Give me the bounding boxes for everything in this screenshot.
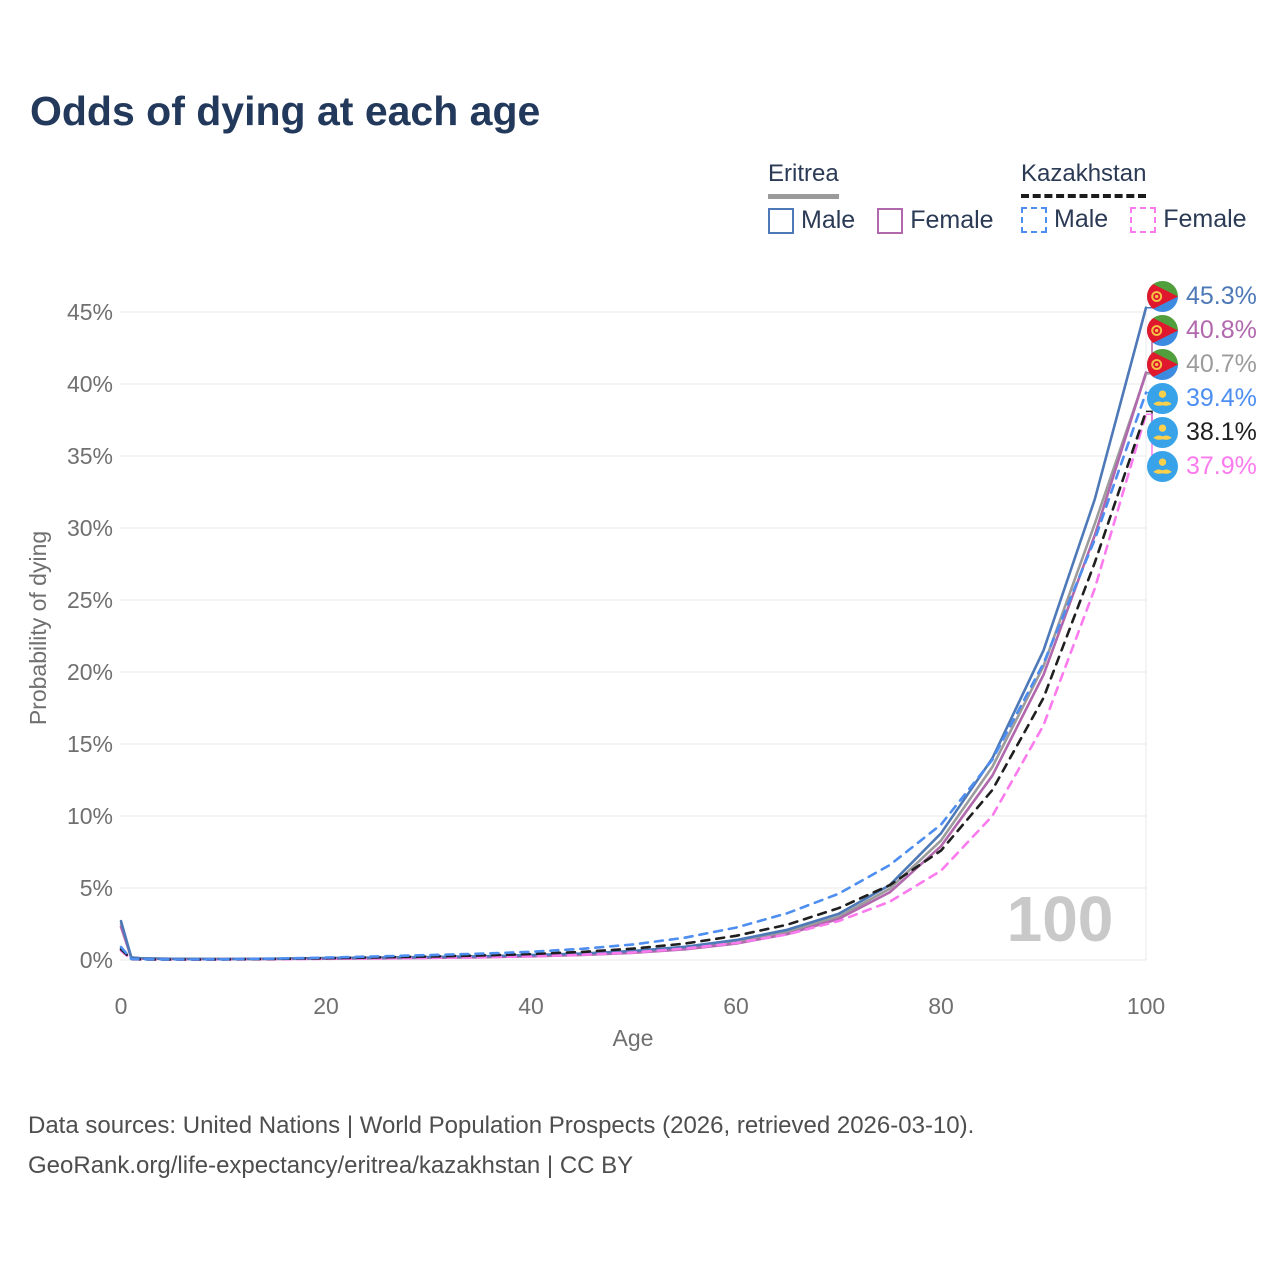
line-swatch-kazakhstan-female	[1130, 206, 1157, 233]
legend-item-kazakhstan-female[interactable]: Female	[1130, 205, 1247, 234]
y-tick-label: 35%	[67, 443, 113, 469]
line-swatch-eritrea-female	[877, 207, 904, 234]
x-tick-label: 80	[928, 993, 954, 1019]
footer-attribution: GeoRank.org/life-expectancy/eritrea/kaza…	[28, 1152, 634, 1179]
end-label-connector	[1146, 413, 1153, 467]
end-label-connector	[1146, 329, 1153, 374]
end-label-connectors	[1146, 295, 1153, 467]
legend-item-eritrea-female[interactable]: Female	[877, 206, 994, 235]
x-tick-label: 0	[115, 993, 128, 1019]
legend-item-label: Male	[1054, 205, 1109, 233]
y-tick-label: 25%	[67, 587, 113, 613]
series-line-eritrea-both-sexes	[119, 372, 1148, 961]
data-series-lines	[119, 306, 1148, 961]
series-line-kazakhstan-both-sexes	[119, 410, 1148, 961]
legend-item-label: Male	[801, 206, 856, 234]
x-tick-label: 60	[723, 993, 749, 1019]
x-tick-label: 40	[518, 993, 544, 1019]
line-swatch-kazakhstan-male	[1021, 206, 1047, 233]
legend-item-label: Female	[910, 206, 994, 234]
legend-group-title-eritrea: Eritrea	[768, 160, 839, 199]
y-tick-label: 5%	[80, 875, 113, 901]
series-line-kazakhstan-female	[119, 412, 1148, 961]
x-tick-label: 100	[1127, 993, 1165, 1019]
end-label-connector	[1146, 295, 1153, 309]
y-tick-label: 40%	[67, 371, 113, 397]
line-swatch-eritrea-male	[768, 207, 794, 234]
footer: Data sources: United Nations | World Pop…	[28, 1106, 974, 1186]
legend-item-eritrea-male[interactable]: Male	[768, 206, 855, 235]
legend-group-kazakhstan: Kazakhstan Male Female	[1021, 160, 1247, 234]
y-axis-title: Probability of dying	[25, 531, 51, 725]
y-tick-label: 45%	[67, 299, 113, 325]
y-tick-label: 0%	[80, 947, 113, 973]
legend-group-title-kazakhstan: Kazakhstan	[1021, 160, 1147, 198]
y-tick-label: 20%	[67, 659, 113, 685]
y-tick-label: 15%	[67, 731, 113, 757]
x-axis-title: Age	[613, 1025, 654, 1051]
legend-item-label: Female	[1163, 205, 1247, 233]
page-title: Odds of dying at each age	[30, 88, 541, 134]
legend-item-kazakhstan-male[interactable]: Male	[1021, 205, 1108, 234]
series-line-eritrea-female	[119, 371, 1148, 961]
gridlines	[120, 300, 1147, 961]
y-tick-label: 10%	[67, 803, 113, 829]
footer-data-sources: Data sources: United Nations | World Pop…	[28, 1112, 975, 1139]
y-tick-label: 30%	[67, 515, 113, 541]
hover-age-watermark: 100	[1007, 883, 1114, 955]
series-line-kazakhstan-male	[119, 391, 1148, 961]
axis-tick-labels: 0% 5% 10% 15% 20% 25% 30% 35% 40% 45% 0 20 40 60 80 100	[67, 299, 1165, 1019]
series-line-eritrea-male	[119, 306, 1148, 961]
legend-group-eritrea: Eritrea Male Female	[768, 160, 994, 235]
x-tick-label: 20	[313, 993, 339, 1019]
